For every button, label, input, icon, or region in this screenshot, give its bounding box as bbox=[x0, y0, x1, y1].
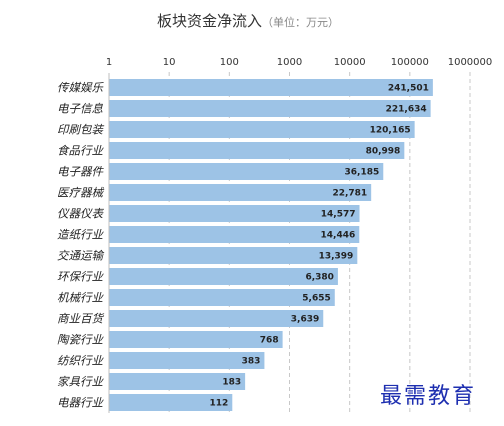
data-label: 36,185 bbox=[345, 168, 380, 178]
data-label: 183 bbox=[222, 378, 241, 388]
chart-title: 板块资金净流入（单位：万元） bbox=[157, 12, 339, 30]
category-label: 交通运输 bbox=[57, 249, 104, 263]
x-axis-ticks: 1 10 100 1000 10000 100000 1000000 bbox=[106, 57, 492, 68]
category-label: 食品行业 bbox=[57, 144, 104, 158]
x-tick-label: 100 bbox=[220, 57, 239, 68]
data-label: 3,639 bbox=[291, 315, 319, 325]
data-label: 120,165 bbox=[370, 126, 411, 136]
category-label: 造纸行业 bbox=[57, 228, 104, 242]
category-label: 医疗器械 bbox=[57, 186, 104, 200]
category-label: 电器行业 bbox=[57, 396, 104, 410]
data-label: 5,655 bbox=[302, 294, 330, 304]
bars bbox=[109, 79, 433, 411]
x-tick-label: 1 bbox=[106, 57, 112, 68]
data-label: 80,998 bbox=[366, 147, 401, 157]
bar bbox=[109, 394, 233, 411]
category-label: 纺织行业 bbox=[57, 354, 104, 368]
data-label: 112 bbox=[209, 399, 228, 409]
bar bbox=[109, 79, 433, 96]
data-labels: 241,501 221,634 120,165 80,998 36,185 22,781 1… bbox=[209, 84, 428, 409]
category-label: 机械行业 bbox=[57, 291, 104, 305]
data-label: 221,634 bbox=[386, 105, 427, 115]
x-tick-label: 10000 bbox=[334, 57, 366, 68]
bar bbox=[109, 121, 415, 138]
bar bbox=[109, 268, 338, 285]
data-label: 13,399 bbox=[319, 252, 354, 262]
data-label: 14,577 bbox=[321, 210, 356, 220]
bar bbox=[109, 247, 358, 264]
category-label: 传媒娱乐 bbox=[57, 81, 104, 95]
bar bbox=[109, 100, 431, 117]
bar bbox=[109, 310, 324, 327]
bar bbox=[109, 226, 360, 243]
bar bbox=[109, 289, 335, 306]
bar bbox=[109, 205, 360, 222]
bar bbox=[109, 352, 265, 369]
bar bbox=[109, 163, 384, 180]
chart-title-unit: （单位：万元） bbox=[262, 15, 339, 29]
data-label: 6,380 bbox=[305, 273, 333, 283]
watermark-text: 最需教育 bbox=[380, 384, 477, 409]
category-label: 电子信息 bbox=[57, 102, 103, 116]
data-label: 14,446 bbox=[321, 231, 356, 241]
category-label: 印刷包装 bbox=[57, 123, 104, 137]
x-tick-label: 1000000 bbox=[448, 57, 493, 68]
category-label: 仪器仪表 bbox=[57, 207, 104, 221]
data-label: 768 bbox=[260, 336, 279, 346]
data-label: 241,501 bbox=[388, 84, 429, 94]
x-tick-label: 1000 bbox=[277, 57, 302, 68]
bar bbox=[109, 331, 283, 348]
category-label: 电子器件 bbox=[57, 165, 104, 179]
category-label: 陶瓷行业 bbox=[57, 333, 104, 347]
category-label: 家具行业 bbox=[57, 375, 104, 389]
bar bbox=[109, 142, 405, 159]
data-label: 22,781 bbox=[332, 189, 367, 199]
bar bbox=[109, 184, 372, 201]
bar bbox=[109, 373, 246, 390]
chart-title-main: 板块资金净流入 bbox=[157, 12, 262, 30]
x-tick-label: 100000 bbox=[391, 57, 429, 68]
category-labels: 传媒娱乐电子信息印刷包装食品行业电子器件医疗器械仪器仪表造纸行业交通运输环保行业… bbox=[57, 81, 104, 410]
data-label: 383 bbox=[242, 357, 261, 367]
category-label: 环保行业 bbox=[57, 270, 104, 284]
x-tick-label: 10 bbox=[163, 57, 176, 68]
category-label: 商业百货 bbox=[57, 312, 104, 326]
